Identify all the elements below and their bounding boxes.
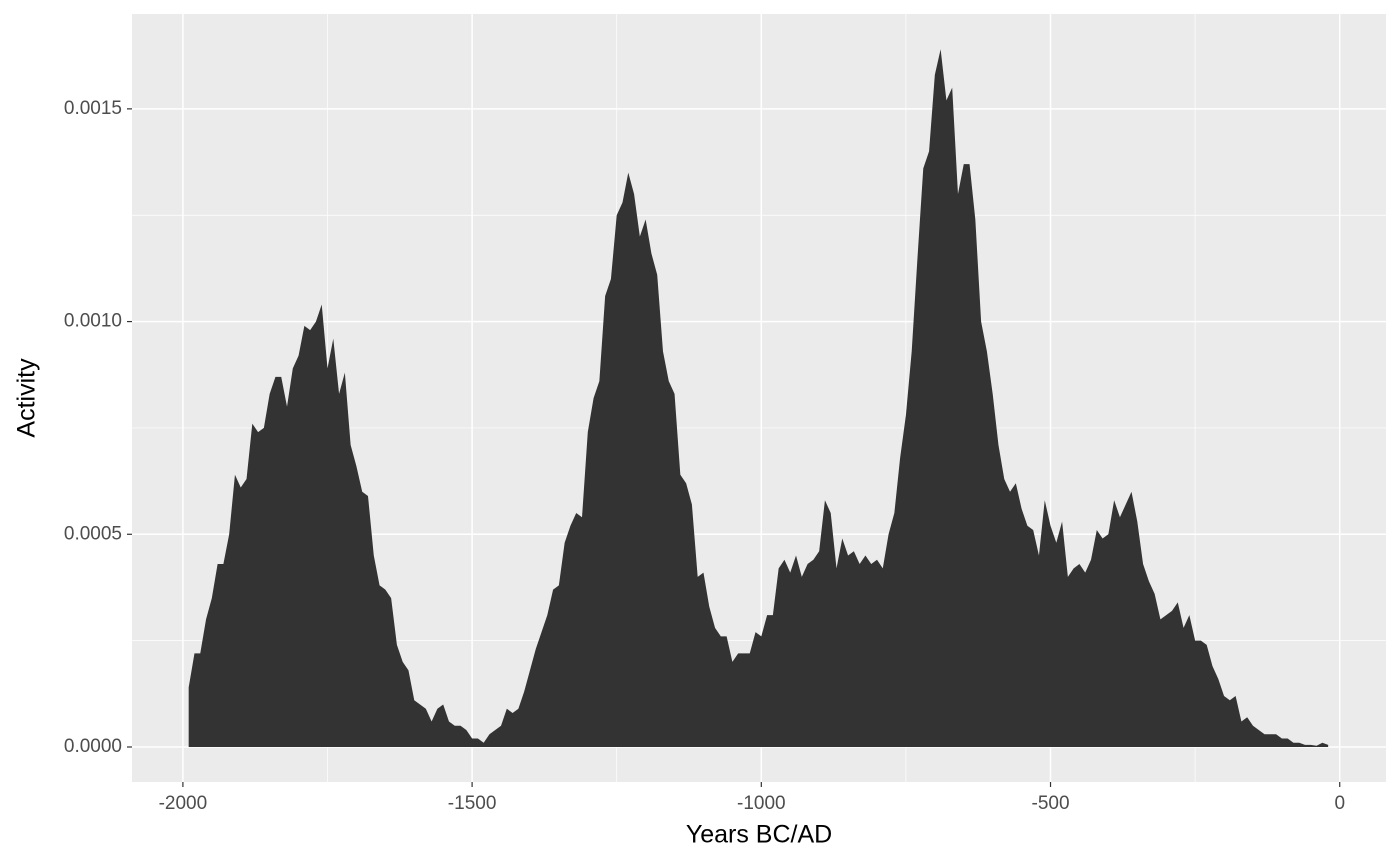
x-tick-label: 0 bbox=[1334, 793, 1345, 814]
y-axis-title: Activity bbox=[13, 358, 41, 438]
x-tick-label: -500 bbox=[1032, 793, 1070, 814]
x-axis-title: Years BC/AD bbox=[686, 821, 832, 849]
marks bbox=[188, 49, 1329, 747]
axes: -2000 -1500 -1000 -500 0 0.0000 0.0005 0.0010 0.… bbox=[64, 98, 1345, 814]
x-tick-label: -1000 bbox=[737, 793, 786, 814]
y-tick-label: 0.0000 bbox=[64, 736, 122, 757]
y-tick-label: 0.0010 bbox=[64, 311, 122, 332]
y-tick-label: 0.0015 bbox=[64, 98, 122, 119]
x-tick-label: -2000 bbox=[159, 793, 208, 814]
area bbox=[188, 49, 1329, 747]
y-tick-label: 0.0005 bbox=[64, 523, 122, 544]
x-tick-label: -1500 bbox=[448, 793, 497, 814]
